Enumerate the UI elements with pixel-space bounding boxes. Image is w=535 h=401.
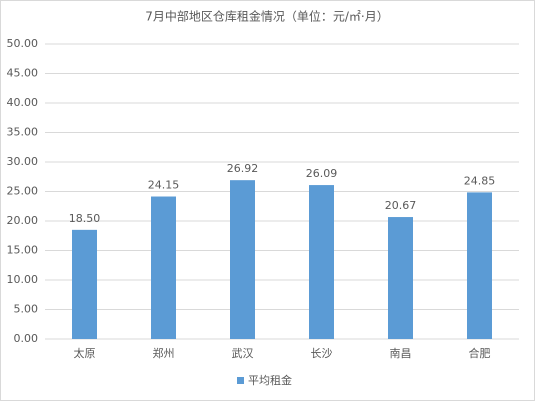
y-tick-label: 25.00 bbox=[7, 185, 39, 198]
chart-title: 7月中部地区仓库租金情况（单位：元/㎡·月） bbox=[145, 9, 389, 24]
y-tick-label: 35.00 bbox=[7, 126, 39, 139]
y-tick-label: 5.00 bbox=[14, 303, 39, 316]
y-tick-label: 45.00 bbox=[7, 67, 39, 80]
bar bbox=[388, 217, 413, 339]
data-label: 20.67 bbox=[385, 199, 417, 212]
x-tick-label: 南昌 bbox=[390, 347, 412, 360]
bar bbox=[151, 196, 176, 339]
y-tick-label: 0.00 bbox=[14, 332, 39, 345]
bar bbox=[230, 180, 255, 339]
data-label: 26.92 bbox=[227, 162, 259, 175]
data-label: 24.85 bbox=[464, 174, 496, 187]
legend-swatch bbox=[237, 377, 244, 384]
y-tick-label: 20.00 bbox=[7, 214, 39, 227]
x-tick-label: 太原 bbox=[74, 347, 96, 360]
y-tick-label: 15.00 bbox=[7, 244, 39, 257]
bar bbox=[467, 192, 492, 339]
data-label: 24.15 bbox=[148, 179, 180, 192]
y-tick-label: 30.00 bbox=[7, 155, 39, 168]
x-tick-label: 武汉 bbox=[232, 347, 254, 360]
bar bbox=[72, 229, 97, 339]
x-tick-label: 郑州 bbox=[153, 346, 175, 360]
y-tick-label: 40.00 bbox=[7, 96, 39, 109]
data-label: 18.50 bbox=[69, 212, 101, 225]
data-label: 26.09 bbox=[306, 167, 338, 180]
y-tick-label: 50.00 bbox=[7, 37, 39, 50]
legend-label: 平均租金 bbox=[248, 373, 292, 387]
x-tick-label: 长沙 bbox=[311, 347, 333, 360]
x-tick-label: 合肥 bbox=[469, 346, 491, 360]
bar bbox=[309, 185, 334, 339]
y-tick-label: 10.00 bbox=[7, 273, 39, 286]
